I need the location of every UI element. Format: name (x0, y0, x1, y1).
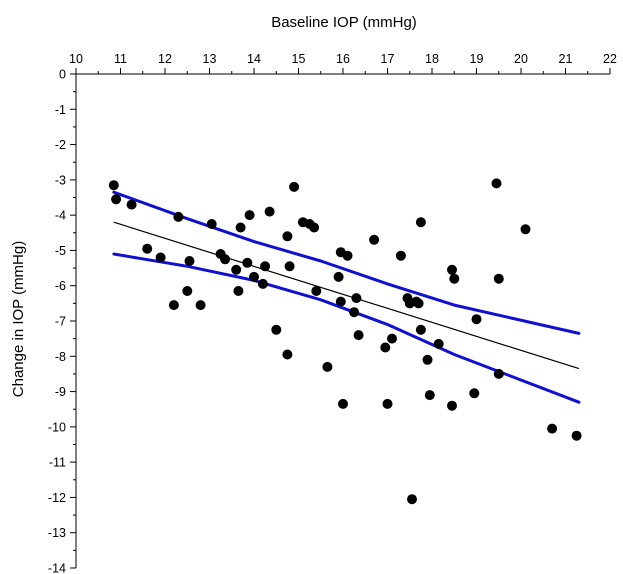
data-point (571, 430, 582, 441)
data-point (206, 219, 217, 229)
data-point (369, 234, 380, 245)
x-tick-label: 19 (470, 52, 484, 66)
data-point (271, 324, 282, 335)
data-point (415, 217, 426, 228)
data-point (382, 398, 393, 409)
y-tick-label: -2 (55, 138, 66, 152)
y-tick-label: -6 (55, 279, 66, 293)
data-point (415, 324, 426, 335)
y-tick-label: -9 (55, 385, 66, 399)
data-point (547, 423, 558, 434)
y-tick-label: -1 (55, 103, 66, 117)
data-point (493, 368, 504, 379)
data-point (242, 257, 253, 268)
x-tick-label: 20 (514, 52, 528, 66)
data-point (342, 250, 353, 261)
data-point (395, 250, 406, 261)
data-point (387, 333, 397, 344)
data-point (338, 398, 348, 409)
data-point (233, 286, 244, 296)
data-point (447, 264, 457, 275)
y-axis-title: Change in IOP (mmHg) (10, 241, 27, 397)
data-point (257, 278, 268, 289)
y-tick-label: -10 (48, 420, 66, 434)
data-point (282, 349, 293, 360)
y-tick-label: -12 (48, 491, 66, 505)
confidence-band-lower (112, 252, 581, 404)
data-point (282, 231, 293, 242)
data-point (380, 342, 391, 353)
data-point (311, 286, 322, 296)
data-point (471, 314, 482, 325)
data-point (424, 390, 435, 401)
data-point (264, 206, 275, 217)
data-point (447, 400, 457, 411)
data-point (142, 243, 153, 254)
data-point (422, 354, 433, 365)
y-tick-label: -14 (48, 562, 66, 574)
x-tick-label: 15 (292, 52, 306, 66)
x-tick-label: 21 (559, 52, 573, 66)
y-tick-label: -8 (55, 350, 66, 364)
data-point (284, 261, 295, 272)
x-tick-label: 10 (69, 52, 83, 66)
data-point (108, 180, 119, 191)
data-point (491, 178, 502, 189)
data-point (289, 181, 300, 192)
data-point (260, 261, 271, 272)
y-tick-label: -7 (55, 315, 66, 329)
confidence-band-upper (112, 190, 581, 335)
data-point (235, 222, 246, 233)
data-point (249, 271, 259, 282)
data-point (195, 300, 206, 311)
x-tick-label: 14 (247, 52, 261, 66)
data-point (449, 273, 460, 284)
data-point (244, 210, 255, 221)
x-tick-label: 16 (336, 52, 350, 66)
data-point (353, 330, 364, 341)
y-tick-label: -11 (49, 456, 66, 470)
data-point (333, 271, 344, 282)
data-point (349, 307, 360, 318)
data-point (407, 494, 417, 505)
data-point (351, 293, 362, 304)
data-point (322, 361, 333, 372)
data-point (335, 296, 346, 307)
regression-line (113, 221, 580, 370)
axes: 10 11 12 13 14 15 16 17 18 19 20 21 22 0 -1 -2 -3 -4 -5 -6 -… (48, 52, 617, 574)
data-point (231, 264, 242, 275)
data-point (173, 211, 184, 222)
x-tick-label: 12 (158, 52, 172, 66)
data-point (126, 199, 137, 210)
data-point (168, 300, 179, 311)
data-point (184, 256, 195, 266)
y-tick-label: -4 (55, 209, 66, 223)
y-tick-label: -5 (55, 244, 66, 258)
data-point (155, 252, 166, 263)
x-tick-label: 22 (603, 52, 617, 66)
data-point (493, 273, 504, 284)
data-point (433, 338, 444, 349)
x-tick-label: 18 (425, 52, 439, 66)
x-tick-label: 17 (381, 52, 395, 66)
data-points (108, 178, 582, 505)
y-tick-label: 0 (59, 68, 66, 82)
x-axis-title: Baseline IOP (mmHg) (271, 14, 417, 31)
data-point (220, 254, 231, 265)
fit-lines (112, 190, 581, 404)
data-point (309, 222, 320, 233)
data-point (469, 388, 480, 399)
x-tick-label: 13 (203, 52, 217, 66)
data-point (182, 286, 193, 296)
y-tick-label: -13 (48, 526, 66, 540)
data-point (111, 194, 122, 205)
y-tick-label: -3 (55, 173, 66, 187)
x-tick-label: 11 (114, 52, 127, 66)
data-point (413, 298, 424, 309)
data-point (520, 224, 531, 235)
